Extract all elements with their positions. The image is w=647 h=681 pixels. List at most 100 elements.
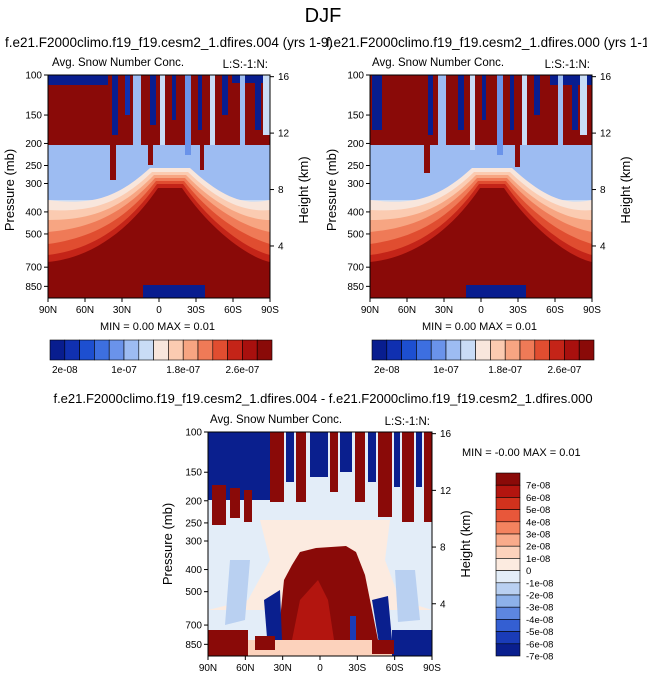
panel-1: f.e21.F2000climo.f19_f19.cesm2_1.dfires.… xyxy=(2,35,333,376)
colorbar-swatch xyxy=(153,339,169,361)
colorbar-swatch xyxy=(138,339,154,361)
colorbar-swatch xyxy=(123,339,140,361)
panel-2-axes: 90N 60N 30N 0 30S 60S 90S 100 150 200 250 300 400 500… xyxy=(347,71,611,317)
x-tick-label: 90S xyxy=(583,305,601,316)
height-tick-label: 16 xyxy=(278,72,290,83)
panel-2: f.e21.F2000climo.f19_f19.cesm2_1.dfires.… xyxy=(324,35,647,376)
colorbar-label: -7e-08 xyxy=(526,652,553,663)
x-tick-label: 30S xyxy=(509,305,527,316)
colorbar-label: 3e-08 xyxy=(526,530,550,541)
y-tick-label: 250 xyxy=(185,518,202,529)
x-tick-label: 30S xyxy=(348,663,366,674)
y-tick-label: 400 xyxy=(185,565,202,576)
colorbar-swatch xyxy=(495,545,521,559)
x-tick-label: 90S xyxy=(423,663,441,674)
x-tick-label: 0 xyxy=(317,663,323,674)
y-tick-label: 500 xyxy=(25,229,42,240)
colorbar-label: -4e-08 xyxy=(526,615,553,626)
y-tick-label: 700 xyxy=(347,263,364,274)
colorbar-swatch xyxy=(495,570,521,584)
panel-3-right-label: L:S:-1:N: xyxy=(385,416,430,428)
page-title: DJF xyxy=(305,5,342,27)
colorbar-label: 1e-07 xyxy=(433,365,459,376)
colorbar-swatch xyxy=(460,339,476,361)
colorbar-swatch xyxy=(256,339,273,361)
height-tick-label: 16 xyxy=(600,72,612,83)
colorbar-swatch xyxy=(495,472,521,486)
x-tick-label: 90N xyxy=(199,663,217,674)
panel-2-stats: MIN = 0.00 MAX = 0.01 xyxy=(422,321,537,333)
height-tick-label: 4 xyxy=(600,241,606,252)
y-tick-label: 850 xyxy=(347,282,364,293)
y-tick-label: 300 xyxy=(25,179,42,190)
panel-1-y2label: Height (km) xyxy=(296,156,311,223)
colorbar-swatch xyxy=(495,497,521,510)
colorbar-label: 5e-08 xyxy=(526,505,550,516)
height-tick-label: 12 xyxy=(600,129,612,140)
height-tick-label: 8 xyxy=(440,543,446,554)
panel-2-colorbar: 2e-08 1e-07 1.8e-07 2.6e-07 xyxy=(371,339,595,376)
colorbar-swatch xyxy=(227,339,243,361)
x-tick-label: 0 xyxy=(478,305,484,316)
y-tick-label: 850 xyxy=(185,640,202,651)
x-tick-label: 30N xyxy=(435,305,453,316)
panel-3-title: f.e21.F2000climo.f19_f19.cesm2_1.dfires.… xyxy=(53,391,592,406)
y-tick-label: 400 xyxy=(25,207,42,218)
colorbar-swatch xyxy=(49,339,66,361)
y-tick-label: 250 xyxy=(25,161,42,172)
colorbar-label: 2e-08 xyxy=(374,365,400,376)
colorbar-label: -6e-08 xyxy=(526,639,553,650)
x-tick-label: 60S xyxy=(546,305,564,316)
colorbar-swatch xyxy=(386,339,402,361)
x-tick-label: 90N xyxy=(39,305,57,316)
panel-1-title: f.e21.F2000climo.f19_f19.cesm2_1.dfires.… xyxy=(5,35,333,50)
y-tick-label: 100 xyxy=(347,71,364,82)
y-tick-label: 300 xyxy=(347,179,364,190)
colorbar-label: -2e-08 xyxy=(526,591,553,602)
panel-2-left-label: Avg. Snow Number Conc. xyxy=(372,57,504,69)
colorbar-swatch xyxy=(182,339,199,361)
height-tick-label: 12 xyxy=(440,486,452,497)
colorbar-label: 1e-07 xyxy=(111,365,137,376)
colorbar-label: 2e-08 xyxy=(52,365,78,376)
colorbar-swatch xyxy=(168,339,184,361)
panel-2-y2label: Height (km) xyxy=(618,156,633,223)
colorbar-swatch xyxy=(495,484,521,498)
colorbar-swatch xyxy=(495,643,521,657)
colorbar-label: -3e-08 xyxy=(526,603,553,614)
colorbar-swatch xyxy=(534,339,550,361)
colorbar-swatch xyxy=(108,339,125,361)
x-tick-label: 60S xyxy=(224,305,242,316)
x-tick-label: 30N xyxy=(273,663,291,674)
y-tick-label: 250 xyxy=(347,161,364,172)
panel-3-axes: 90N 60N 30N 0 30S 60S 90S 100 150 200 250 300 400 500… xyxy=(185,428,451,675)
colorbar-swatch xyxy=(416,339,432,361)
x-tick-label: 60N xyxy=(398,305,416,316)
x-tick-label: 0 xyxy=(156,305,162,316)
colorbar-swatch xyxy=(495,619,521,632)
y-tick-label: 500 xyxy=(347,229,364,240)
colorbar-swatch xyxy=(475,339,491,361)
colorbar-swatch xyxy=(445,339,462,361)
colorbar-swatch xyxy=(79,339,95,361)
panel-3-y2label: Height (km) xyxy=(458,510,473,577)
panel-3-left-label: Avg. Snow Number Conc. xyxy=(210,414,342,426)
colorbar-swatch xyxy=(578,339,595,361)
colorbar-swatch xyxy=(495,558,521,571)
colorbar-swatch xyxy=(495,606,521,620)
panel-3-ylabel: Pressure (mb) xyxy=(160,503,175,585)
y-tick-label: 100 xyxy=(185,428,202,439)
panel-1-colorbar: 2e-08 1e-07 1.8e-07 2.6e-07 xyxy=(49,339,273,376)
x-tick-label: 60N xyxy=(76,305,94,316)
colorbar-swatch xyxy=(495,594,521,608)
colorbar-swatch xyxy=(401,339,417,361)
colorbar-swatch xyxy=(212,339,228,361)
colorbar-swatch xyxy=(519,339,536,361)
panel-1-axes: 90N 60N 30N 0 30S 60S 90S 100 150 200 250 300 400 500… xyxy=(25,71,289,317)
height-tick-label: 12 xyxy=(278,129,290,140)
panel-2-right-label: L:S:-1:N: xyxy=(545,59,590,71)
x-tick-label: 90N xyxy=(361,305,379,316)
colorbar-swatch xyxy=(495,631,521,645)
